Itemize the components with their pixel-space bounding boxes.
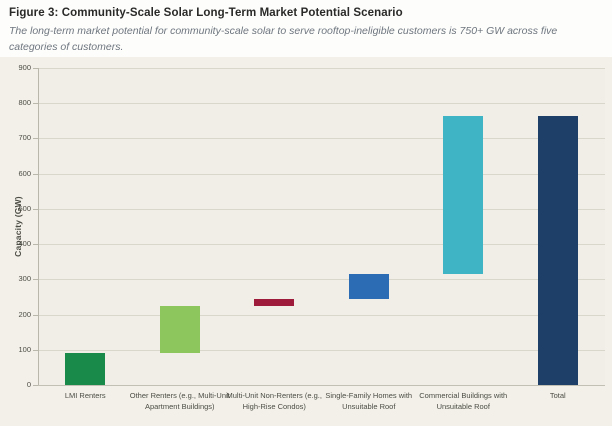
y-tick-label: 700	[18, 133, 31, 143]
y-tick-mark	[33, 244, 38, 246]
x-axis-baseline	[38, 385, 605, 386]
y-tick-label: 200	[18, 309, 31, 319]
gridline	[38, 349, 605, 351]
y-tick-mark	[33, 314, 38, 316]
x-category-label: Single-Family Homes with Unsuitable Roof	[325, 391, 413, 411]
gridline	[38, 208, 605, 210]
gridline	[38, 68, 605, 69]
y-tick-label: 300	[18, 274, 31, 284]
y-tick-label: 800	[18, 98, 31, 108]
y-tick-label: 500	[18, 203, 31, 213]
x-category-label: LMI Renters	[64, 391, 106, 400]
figure-header: Figure 3: Community-Scale Solar Long-Ter…	[0, 0, 612, 56]
waterfall-bar	[443, 115, 484, 275]
y-tick-mark	[33, 138, 38, 140]
y-tick-label: 900	[18, 63, 31, 72]
y-tick-mark	[33, 385, 38, 386]
x-category-label: Commercial Buildings with Unsuitable Roo…	[419, 391, 508, 411]
y-tick-label: 400	[18, 239, 31, 249]
y-tick-mark	[33, 208, 38, 210]
y-tick-mark	[33, 349, 38, 351]
waterfall-bar	[159, 305, 200, 354]
x-category-label: Other Renters (e.g., Multi-Unit Apartmen…	[129, 391, 230, 411]
y-tick-label: 600	[18, 168, 31, 178]
figure-title: Figure 3: Community-Scale Solar Long-Ter…	[9, 7, 403, 19]
gridline	[38, 103, 605, 105]
waterfall-bar	[65, 353, 106, 385]
waterfall-bar	[537, 115, 578, 385]
y-axis-title: Capacity (GW)	[13, 196, 23, 257]
y-tick-mark	[33, 279, 38, 281]
waterfall-bar	[348, 274, 389, 299]
gridline	[38, 173, 605, 175]
y-axis-line	[38, 68, 39, 385]
gridline	[38, 314, 605, 316]
y-tick-label: 100	[18, 344, 31, 354]
y-tick-label: 0	[26, 380, 31, 389]
gridline	[38, 244, 605, 246]
y-tick-mark	[33, 173, 38, 175]
gridline	[38, 279, 605, 281]
figure-subtitle: The long-term market potential for commu…	[9, 25, 558, 54]
x-category-label: Multi-Unit Non-Renters (e.g., High-Rise …	[226, 391, 322, 411]
x-category-label: Total	[549, 391, 566, 400]
y-tick-mark	[33, 103, 38, 105]
y-tick-mark	[33, 68, 38, 69]
plot-area	[38, 68, 605, 385]
waterfall-bar	[254, 298, 295, 306]
gridline	[38, 138, 605, 140]
chart-panel: Capacity (GW) 0 100 200 300 400 500 600 700 800 9…	[0, 57, 612, 426]
